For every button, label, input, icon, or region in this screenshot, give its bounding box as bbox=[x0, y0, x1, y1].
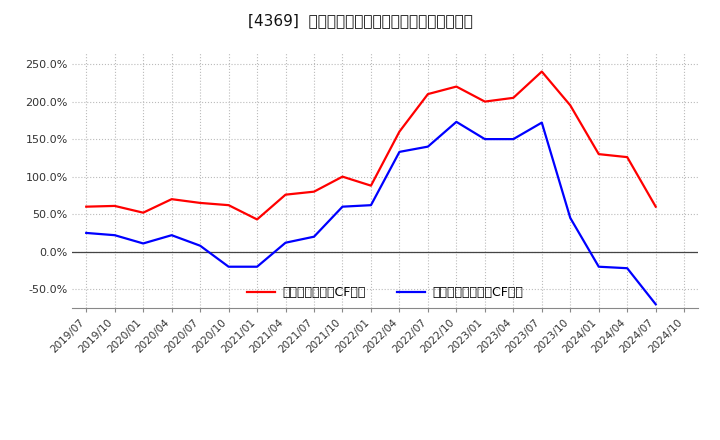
Line: 有利子負債営業CF比率: 有利子負債営業CF比率 bbox=[86, 72, 656, 220]
有利子負債営業CF比率 bbox=[395, 129, 404, 134]
有利子負債フリーCF比率 bbox=[310, 234, 318, 239]
有利子負債営業CF比率 bbox=[82, 204, 91, 209]
有利子負債フリーCF比率 bbox=[537, 120, 546, 125]
Line: 有利子負債フリーCF比率: 有利子負債フリーCF比率 bbox=[86, 122, 656, 304]
有利子負債営業CF比率 bbox=[110, 203, 119, 209]
有利子負債フリーCF比率 bbox=[139, 241, 148, 246]
有利子負債フリーCF比率 bbox=[253, 264, 261, 269]
有利子負債営業CF比率 bbox=[310, 189, 318, 194]
有利子負債フリーCF比率 bbox=[595, 264, 603, 269]
有利子負債営業CF比率 bbox=[196, 200, 204, 205]
有利子負債営業CF比率 bbox=[253, 217, 261, 222]
Legend: 有利子負債営業CF比率, 有利子負債フリーCF比率: 有利子負債営業CF比率, 有利子負債フリーCF比率 bbox=[243, 281, 528, 304]
有利子負債フリーCF比率 bbox=[452, 119, 461, 125]
有利子負債営業CF比率 bbox=[623, 154, 631, 160]
有利子負債フリーCF比率 bbox=[225, 264, 233, 269]
有利子負債フリーCF比率 bbox=[509, 136, 518, 142]
有利子負債営業CF比率 bbox=[338, 174, 347, 179]
有利子負債営業CF比率 bbox=[537, 69, 546, 74]
有利子負債営業CF比率 bbox=[167, 197, 176, 202]
有利子負債フリーCF比率 bbox=[566, 215, 575, 220]
有利子負債フリーCF比率 bbox=[110, 233, 119, 238]
有利子負債フリーCF比率 bbox=[395, 149, 404, 154]
有利子負債営業CF比率 bbox=[509, 95, 518, 100]
有利子負債フリーCF比率 bbox=[423, 144, 432, 149]
有利子負債フリーCF比率 bbox=[366, 202, 375, 208]
有利子負債営業CF比率 bbox=[452, 84, 461, 89]
有利子負債営業CF比率 bbox=[480, 99, 489, 104]
Text: [4369]  有利子負債キャッシュフロー比率の推移: [4369] 有利子負債キャッシュフロー比率の推移 bbox=[248, 13, 472, 28]
有利子負債営業CF比率 bbox=[423, 92, 432, 97]
有利子負債フリーCF比率 bbox=[82, 230, 91, 235]
有利子負債フリーCF比率 bbox=[480, 136, 489, 142]
有利子負債フリーCF比率 bbox=[338, 204, 347, 209]
有利子負債営業CF比率 bbox=[282, 192, 290, 197]
有利子負債フリーCF比率 bbox=[196, 243, 204, 248]
有利子負債フリーCF比率 bbox=[623, 266, 631, 271]
有利子負債営業CF比率 bbox=[366, 183, 375, 188]
有利子負債営業CF比率 bbox=[652, 204, 660, 209]
有利子負債フリーCF比率 bbox=[652, 301, 660, 307]
有利子負債営業CF比率 bbox=[225, 202, 233, 208]
有利子負債営業CF比率 bbox=[595, 151, 603, 157]
有利子負債営業CF比率 bbox=[566, 103, 575, 108]
有利子負債フリーCF比率 bbox=[282, 240, 290, 246]
有利子負債フリーCF比率 bbox=[167, 233, 176, 238]
有利子負債営業CF比率 bbox=[139, 210, 148, 215]
